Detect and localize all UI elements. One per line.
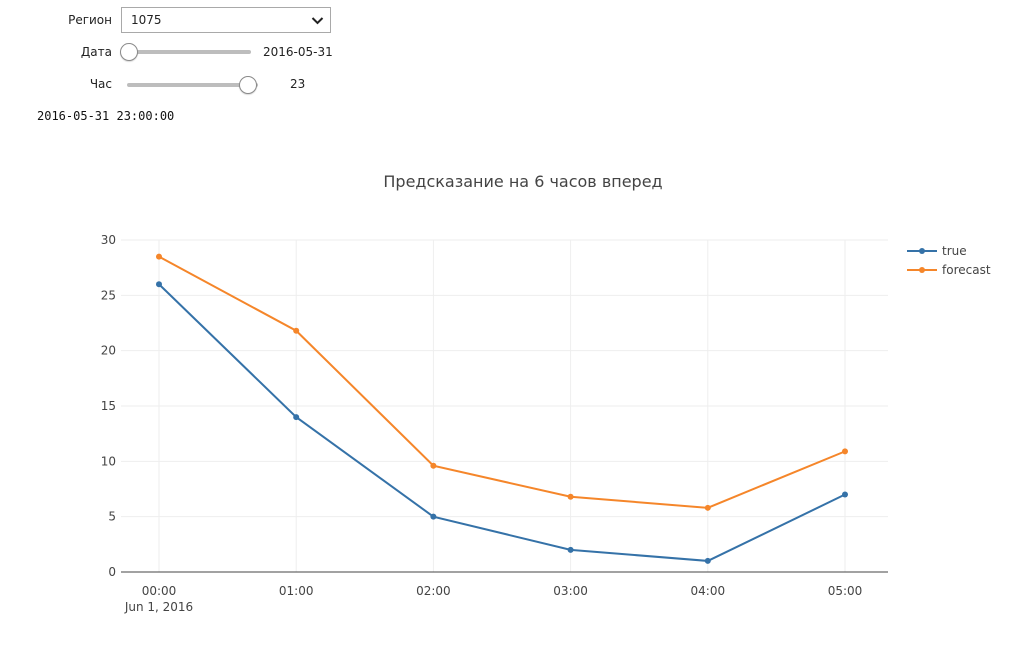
forecast-chart: Предсказание на 6 часов вперед 0 5 10 15 20 2…: [101, 172, 991, 614]
date-slider-track: [121, 50, 251, 54]
data-point-true: [293, 414, 300, 421]
region-select-value: 1075: [131, 13, 162, 27]
series-line-forecast: [158, 255, 846, 509]
date-value: 2016-05-31: [263, 45, 333, 59]
x-tick-label: 01:00: [279, 584, 314, 598]
data-point-forecast: [842, 448, 848, 455]
hour-label: Час: [89, 77, 112, 91]
x-tick-label: 00:00: [142, 584, 177, 598]
legend-marker-forecast: [919, 267, 925, 273]
data-point-forecast: [704, 504, 711, 511]
hour-value: 23: [290, 77, 306, 91]
data-point-true: [430, 513, 437, 520]
datetime-readout: 2016-05-31 23:00:00: [37, 109, 175, 123]
date-label: Дата: [80, 45, 112, 59]
data-point-forecast: [430, 462, 437, 469]
legend-marker-true: [919, 248, 925, 254]
y-tick-label: 10: [101, 454, 116, 468]
x-tick-label: 02:00: [416, 584, 451, 598]
x-tick-label: 03:00: [553, 584, 588, 598]
legend-label-true: true: [942, 244, 967, 258]
chart-axes: 0 5 10 15 20 25 30 00:00 01:00 02:00 03:00 04:00 05:…: [101, 233, 888, 614]
data-point-forecast: [567, 493, 574, 500]
y-tick-label: 15: [101, 399, 116, 413]
y-tick-label: 20: [101, 344, 116, 358]
hour-slider[interactable]: [127, 76, 258, 94]
legend-label-forecast: forecast: [942, 263, 991, 277]
date-slider-thumb[interactable]: [120, 43, 138, 61]
hour-slider-thumb[interactable]: [239, 76, 257, 94]
x-tick-label: 04:00: [691, 584, 726, 598]
x-tick-label: 05:00: [828, 584, 863, 598]
y-tick-label: 0: [108, 565, 116, 579]
data-point-true: [842, 491, 848, 498]
data-point-true: [704, 557, 711, 564]
region-select[interactable]: 1075: [121, 7, 331, 33]
data-point-true: [567, 546, 574, 553]
region-label: Регион: [68, 13, 112, 27]
hour-slider-track: [127, 83, 258, 87]
chevron-down-icon: [311, 17, 324, 25]
date-slider[interactable]: [120, 43, 251, 61]
series-line-true: [158, 283, 846, 562]
data-point-forecast: [156, 253, 162, 260]
chart-legend[interactable]: true forecast: [907, 244, 991, 277]
chart-grid: [121, 239, 888, 572]
chart-series: [156, 253, 848, 564]
y-tick-label: 5: [108, 510, 116, 524]
data-point-true: [156, 281, 162, 288]
chart-title: Предсказание на 6 часов вперед: [383, 172, 662, 191]
y-tick-label: 30: [101, 233, 116, 247]
y-tick-label: 25: [101, 288, 116, 302]
data-point-forecast: [293, 327, 300, 334]
x-tick-sublabel: Jun 1, 2016: [124, 600, 193, 614]
